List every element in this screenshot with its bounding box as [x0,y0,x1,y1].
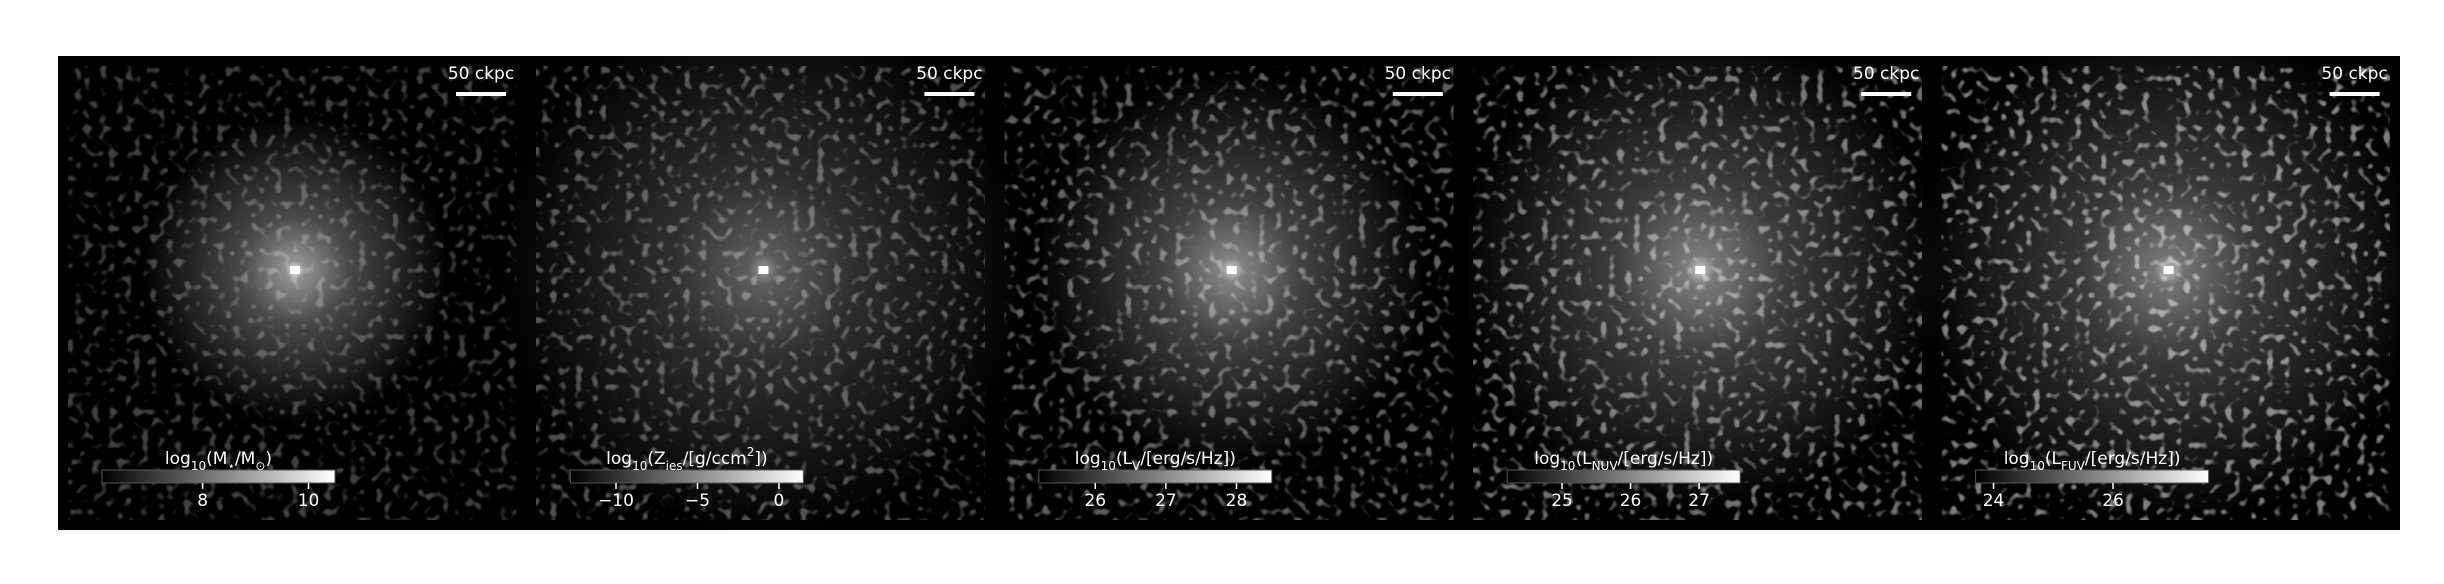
galaxy-core [758,266,769,274]
label-part: /[erg/s/Hz]) [1618,449,1714,469]
panel: 50 ckpc log10(LNUV/[erg/s/Hz]) 25 26 27 [1458,28,1943,520]
label-part: log [1534,449,1560,469]
colorbar-tick-label: 10 [298,491,320,511]
galaxy-core [1226,266,1237,274]
panel: 50 ckpc log10(Zies/[g/ccm2]) −10 −5 0 [499,6,1028,534]
label-part: (L [2045,449,2062,469]
label-part: log [606,449,632,469]
label-part: V [1132,459,1141,473]
panel: 50 ckpc log10(LFUV/[erg/s/Hz]) 24 26 [1915,17,2422,523]
galaxy-core [2163,266,2174,274]
colorbar-tick-label: 26 [1084,491,1106,511]
colorbar-label: log10(LFUV/[erg/s/Hz]) [2004,449,2181,473]
label-part: FUV [2061,459,2086,473]
scalebar [2329,92,2380,96]
colorbar-tick-label: 8 [197,491,208,511]
colorbar-tick-label: 26 [2102,491,2124,511]
scalebar-label: 50 ckpc [916,64,982,84]
label-part: NUV [1592,459,1619,473]
scalebar-label: 50 ckpc [2321,64,2387,84]
scalebar-label: 50 ckpc [1853,64,1919,84]
colorbar [1506,469,1741,484]
label-part: /[g/ccm [683,449,747,469]
scalebar [1861,92,1912,96]
label-part: 10 [191,459,206,473]
galaxy-core [1695,266,1706,274]
galaxy-core [290,266,300,274]
colorbar-tick-label: 27 [1155,491,1177,511]
label-part: ⋆ [227,459,235,473]
colorbar-tick-label: 25 [1551,491,1573,511]
colorbar-label: log10(LNUV/[erg/s/Hz]) [1534,449,1713,473]
colorbar [1975,469,2210,484]
scalebar-label: 50 ckpc [448,64,514,84]
label-part: log [2004,449,2030,469]
label-part: 2 [747,445,755,459]
label-part: ies [666,459,683,473]
colorbar [569,469,804,484]
label-part: ]) [754,449,767,469]
label-part: /[erg/s/Hz]) [1140,449,1236,469]
scalebar [456,92,506,96]
colorbar-label: log10(Zies/[g/ccm2]) [606,445,768,473]
label-part: log [165,449,191,469]
label-part: 10 [1101,459,1116,473]
label-part: 10 [632,459,647,473]
colorbar-tick-label: −5 [685,491,710,511]
colorbar-tick-label: −10 [598,491,634,511]
label-part: (L [1575,449,1592,469]
label-part: (L [1116,449,1133,469]
colorbar-tick-label: 24 [1983,491,2005,511]
colorbar-tick-label: 27 [1688,491,1710,511]
label-part: ) [265,449,272,469]
colorbar [101,469,336,484]
colorbar-tick-label: 0 [774,491,785,511]
scalebar-label: 50 ckpc [1385,64,1451,84]
label-part: 10 [2030,459,2045,473]
panel: 50 ckpc log10(LV/[erg/s/Hz]) 26 27 28 [1004,64,1454,520]
label-part: (M [206,449,227,469]
scalebar [924,92,975,96]
scalebar [1392,92,1443,96]
colorbar-tick-label: 28 [1226,491,1248,511]
label-part: /[erg/s/Hz]) [2085,449,2181,469]
label-part: ⊙ [255,459,265,473]
colorbar-tick-label: 26 [1620,491,1642,511]
label-part: log [1075,449,1101,469]
colorbar-label: log10(LV/[erg/s/Hz]) [1075,449,1236,473]
label-part: (Z [647,449,665,469]
label-part: 10 [1560,459,1575,473]
label-part: /M [235,449,255,469]
colorbar-label: log10(M⋆/M⊙) [165,449,272,473]
colorbar [1038,469,1273,484]
